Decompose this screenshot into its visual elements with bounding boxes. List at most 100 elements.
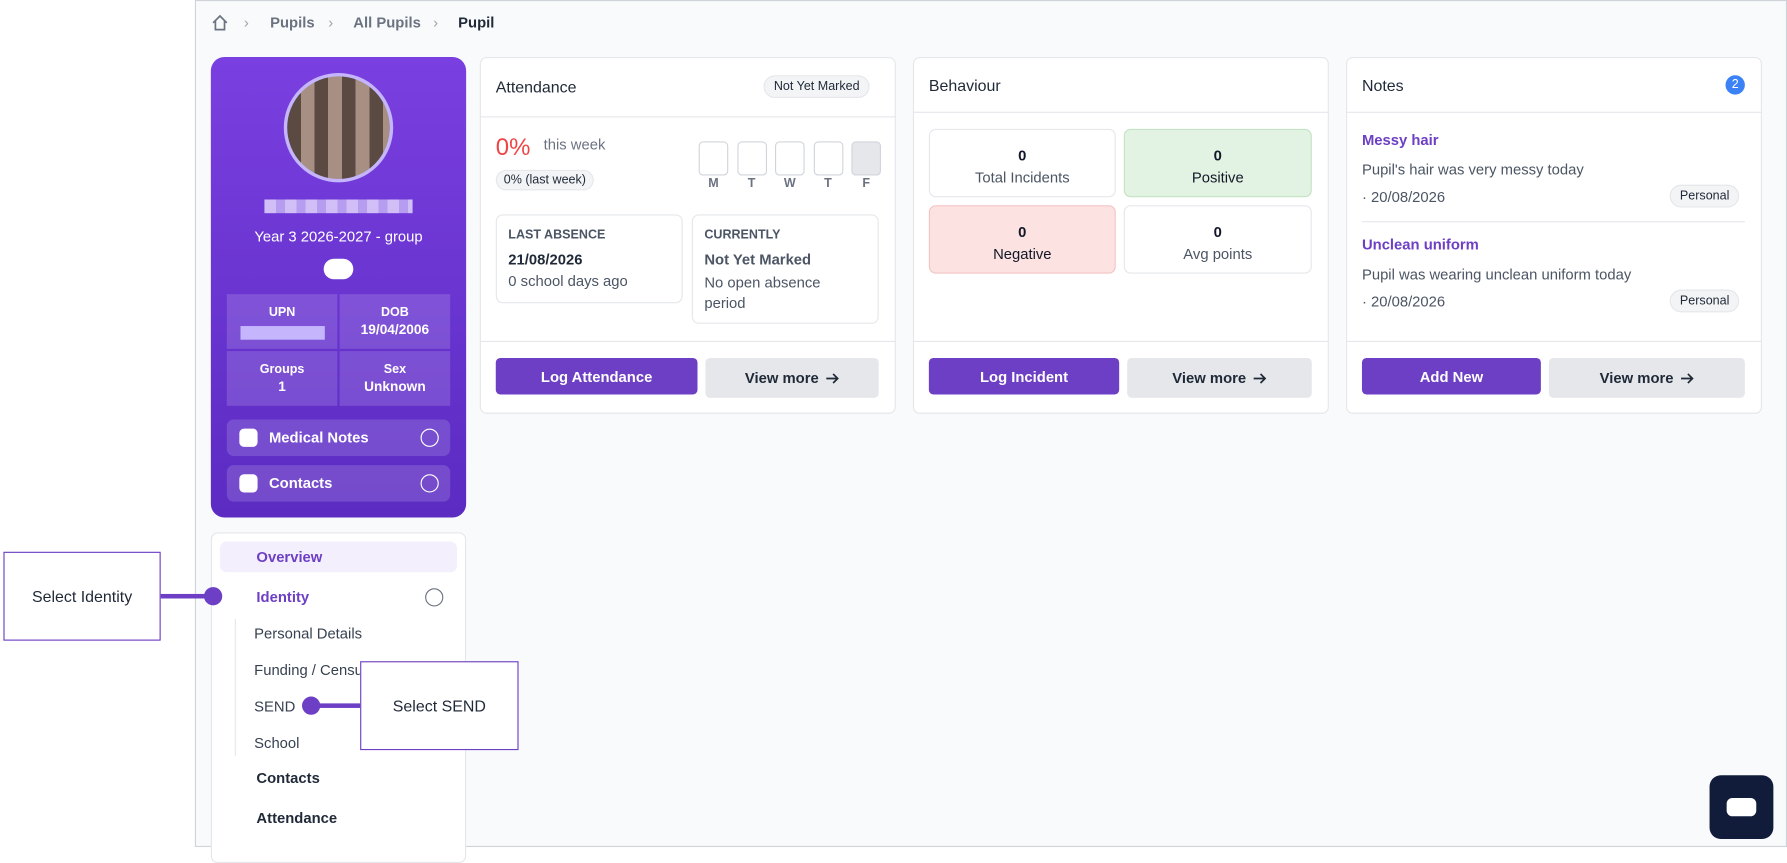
- card-title: Notes: [1361, 76, 1404, 95]
- last-week: 0% (last week): [495, 169, 594, 191]
- note-text: Pupil was wearing unclean uniform today: [1361, 265, 1632, 283]
- stat: Groups 1: [226, 351, 338, 406]
- nav-item[interactable]: Attendance: [256, 809, 338, 827]
- count-badge: 2: [1725, 75, 1745, 95]
- note-title[interactable]: Messy hair: [1361, 131, 1439, 149]
- chevron: [420, 474, 439, 493]
- day-bar: [813, 141, 843, 176]
- icon: [239, 428, 258, 447]
- breadcrumb[interactable]: All Pupils: [353, 13, 421, 31]
- tile: 0 Total Incidents: [928, 128, 1116, 198]
- arrow-icon: [1254, 372, 1267, 384]
- period: this week: [543, 135, 606, 153]
- accordion-label[interactable]: Contacts: [268, 474, 333, 492]
- divider: [1361, 221, 1745, 223]
- sep: ›: [243, 13, 249, 31]
- tile-value: 0: [1213, 147, 1222, 165]
- chevron: [420, 428, 439, 447]
- info-box: [495, 214, 683, 304]
- tile-value: 0: [1018, 147, 1027, 165]
- divider: [912, 340, 1329, 342]
- tile: 0 Avg points: [1123, 205, 1312, 274]
- breadcrumb: Pupil: [458, 13, 495, 31]
- day-bar: [736, 141, 767, 176]
- notes-card: [1345, 57, 1762, 414]
- tile-value: 0: [1213, 223, 1222, 241]
- nav-subitem[interactable]: SEND: [254, 697, 296, 715]
- stat: UPN: [226, 294, 338, 349]
- note-title[interactable]: Unclean uniform: [1361, 235, 1479, 254]
- name-blur: [264, 199, 413, 214]
- stat-label: UPN: [268, 305, 296, 320]
- callout-dot: [302, 696, 321, 715]
- divider: [479, 340, 896, 342]
- icon: [239, 474, 258, 493]
- nav-item[interactable]: Overview: [256, 548, 323, 566]
- stat-value: Unknown: [364, 378, 426, 395]
- note-date: · 20/08/2026: [1361, 188, 1446, 206]
- divider: [1345, 111, 1762, 113]
- info-value: Not Yet Marked: [704, 250, 812, 268]
- sep: ›: [328, 13, 334, 31]
- note-date: · 20/08/2026: [1361, 292, 1446, 311]
- callout: Select Identity: [3, 551, 161, 641]
- day-bar: [698, 141, 729, 176]
- log-attendance[interactable]: Log Attendance: [495, 357, 698, 395]
- sep: ›: [433, 13, 439, 31]
- accordion[interactable]: [226, 465, 451, 502]
- callout-line: [311, 703, 362, 708]
- day-bar: [774, 141, 805, 176]
- tile-label: Negative: [993, 245, 1052, 263]
- nav-subitem[interactable]: School: [254, 734, 300, 752]
- day-label: F: [862, 176, 871, 191]
- status-pill: Not Yet Marked: [763, 75, 870, 99]
- nav-active: [219, 541, 458, 573]
- chat-button[interactable]: [1709, 775, 1774, 840]
- note-tag: Personal: [1669, 289, 1740, 313]
- stat: DOB 19/04/2006: [339, 294, 451, 349]
- breadcrumb[interactable]: Pupils: [270, 13, 315, 31]
- chevron: [425, 588, 444, 607]
- card-title: Behaviour: [928, 76, 1001, 95]
- info-box: [691, 214, 879, 324]
- callout-dot: [204, 587, 223, 606]
- stat-value: 1: [278, 378, 286, 395]
- info-label: LAST ABSENCE: [508, 228, 606, 242]
- card-title: Attendance: [495, 77, 577, 96]
- accordion-label[interactable]: Medical Notes: [268, 428, 369, 446]
- info-detail: No open absence period: [704, 273, 821, 312]
- nav-subitem[interactable]: Personal Details: [254, 624, 363, 642]
- nav-item[interactable]: Identity: [256, 588, 310, 606]
- tile-label: Positive: [1191, 168, 1244, 186]
- info-detail: 0 school days ago: [508, 272, 628, 290]
- arrow-icon: [1681, 372, 1695, 384]
- nav-subitem[interactable]: Funding / Census: [254, 661, 371, 679]
- divider: [479, 116, 896, 118]
- upn-blur: [239, 326, 325, 340]
- day-label: T: [747, 176, 756, 191]
- log-incident[interactable]: Log Incident: [928, 357, 1120, 395]
- nav-item[interactable]: Contacts: [256, 769, 320, 787]
- tile-value: 0: [1018, 223, 1027, 241]
- home-icon[interactable]: [211, 14, 229, 32]
- tile-label: Avg points: [1183, 245, 1253, 263]
- avatar: [283, 72, 394, 183]
- accordion[interactable]: [226, 419, 451, 456]
- day-label: M: [708, 176, 719, 191]
- tile: 0 Positive: [1123, 128, 1312, 198]
- callout-line: [159, 593, 214, 599]
- view-more[interactable]: View more: [1548, 357, 1745, 398]
- day-label: T: [824, 176, 832, 191]
- view-more[interactable]: View more: [705, 357, 879, 398]
- stat-label: Sex: [383, 362, 407, 377]
- stat-label: Groups: [259, 362, 305, 377]
- day-bar: [851, 141, 881, 176]
- info-value: 21/08/2026: [508, 250, 583, 268]
- info-label: CURRENTLY: [704, 228, 781, 242]
- stat: Sex Unknown: [339, 351, 451, 406]
- note-text: Pupil's hair was very messy today: [1361, 160, 1584, 178]
- view-more[interactable]: View more: [1127, 357, 1312, 398]
- divider: [912, 111, 1329, 113]
- add-new[interactable]: Add New: [1361, 357, 1541, 395]
